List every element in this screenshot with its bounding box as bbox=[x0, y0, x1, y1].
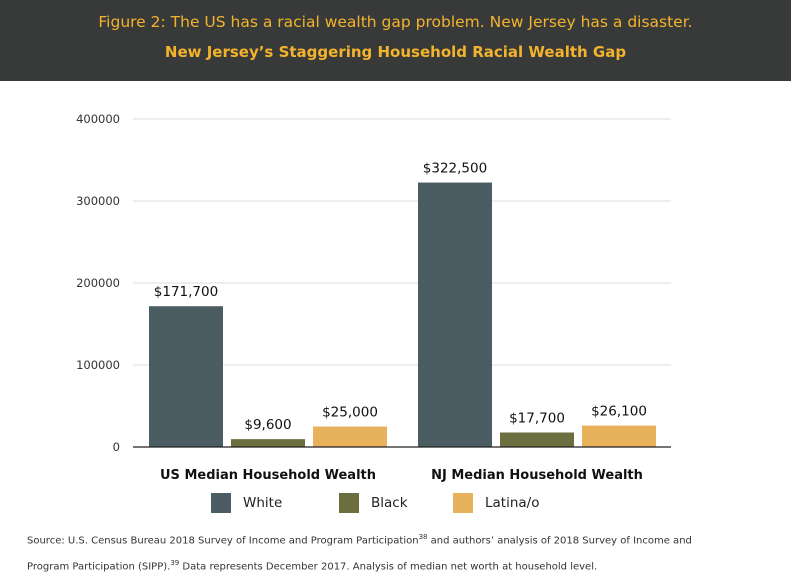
bar-chart: 0 100000 200000 300000 400000 $171,700 $9,600… bbox=[76, 112, 671, 483]
y-tick-label: 100000 bbox=[76, 358, 120, 372]
legend-swatch-latina bbox=[453, 493, 473, 513]
footnote-ref: 38 bbox=[418, 533, 428, 541]
legend-item-white: White bbox=[211, 493, 282, 513]
data-labels: $171,700 $9,600 $25,000 $322,500 $17,700 $26,… bbox=[154, 161, 647, 434]
source-note: Source: U.S. Census Bureau 2018 Survey o… bbox=[27, 526, 767, 579]
source-text: Source: U.S. Census Bureau 2018 Survey o… bbox=[27, 535, 419, 547]
bar-white-nj bbox=[418, 182, 492, 448]
legend-label-black: Black bbox=[371, 495, 408, 511]
data-label: $322,500 bbox=[423, 161, 487, 177]
data-label: $171,700 bbox=[154, 284, 218, 300]
bars bbox=[149, 182, 656, 448]
legend-label-white: White bbox=[243, 495, 283, 511]
legend-label-latina: Latina/o bbox=[485, 495, 540, 511]
x-category-label: US Median Household Wealth bbox=[160, 468, 376, 483]
x-category-label: NJ Median Household Wealth bbox=[431, 468, 643, 483]
data-label: $26,100 bbox=[591, 404, 647, 420]
y-tick-label: 300000 bbox=[76, 194, 120, 208]
data-label: $9,600 bbox=[244, 417, 291, 433]
legend-item-latina: Latina/o bbox=[453, 493, 539, 513]
y-axis-ticks: 0 100000 200000 300000 400000 bbox=[76, 112, 120, 454]
source-text: and authors’ analysis of 2018 Survey of … bbox=[427, 535, 692, 547]
data-label: $25,000 bbox=[322, 405, 378, 421]
legend-item-black: Black bbox=[339, 493, 408, 513]
bar-white-us bbox=[149, 306, 223, 447]
figure-header: Figure 2: The US has a racial wealth gap… bbox=[0, 0, 791, 81]
category-labels: US Median Household Wealth NJ Median Hous… bbox=[160, 468, 643, 483]
bar-latinao-nj bbox=[582, 425, 656, 447]
figure-title: Figure 2: The US has a racial wealth gap… bbox=[98, 13, 693, 31]
y-tick-label: 200000 bbox=[76, 276, 120, 290]
chart-title: New Jersey’s Staggering Household Racial… bbox=[164, 43, 627, 61]
source-text: Data represents December 2017. Analysis … bbox=[179, 561, 598, 573]
bar-black-nj bbox=[500, 432, 574, 447]
y-tick-label: 400000 bbox=[76, 112, 120, 126]
legend-swatch-white bbox=[211, 493, 231, 513]
bar-latinao-us bbox=[313, 426, 387, 447]
bar-black-us bbox=[231, 439, 305, 447]
data-label: $17,700 bbox=[509, 410, 565, 426]
footnote-ref: 39 bbox=[170, 559, 180, 568]
y-tick-label: 0 bbox=[113, 440, 120, 454]
legend: White Black Latina/o bbox=[0, 493, 791, 517]
source-text: Program Participation (SIPP). bbox=[27, 561, 171, 573]
legend-swatch-black bbox=[339, 493, 359, 513]
